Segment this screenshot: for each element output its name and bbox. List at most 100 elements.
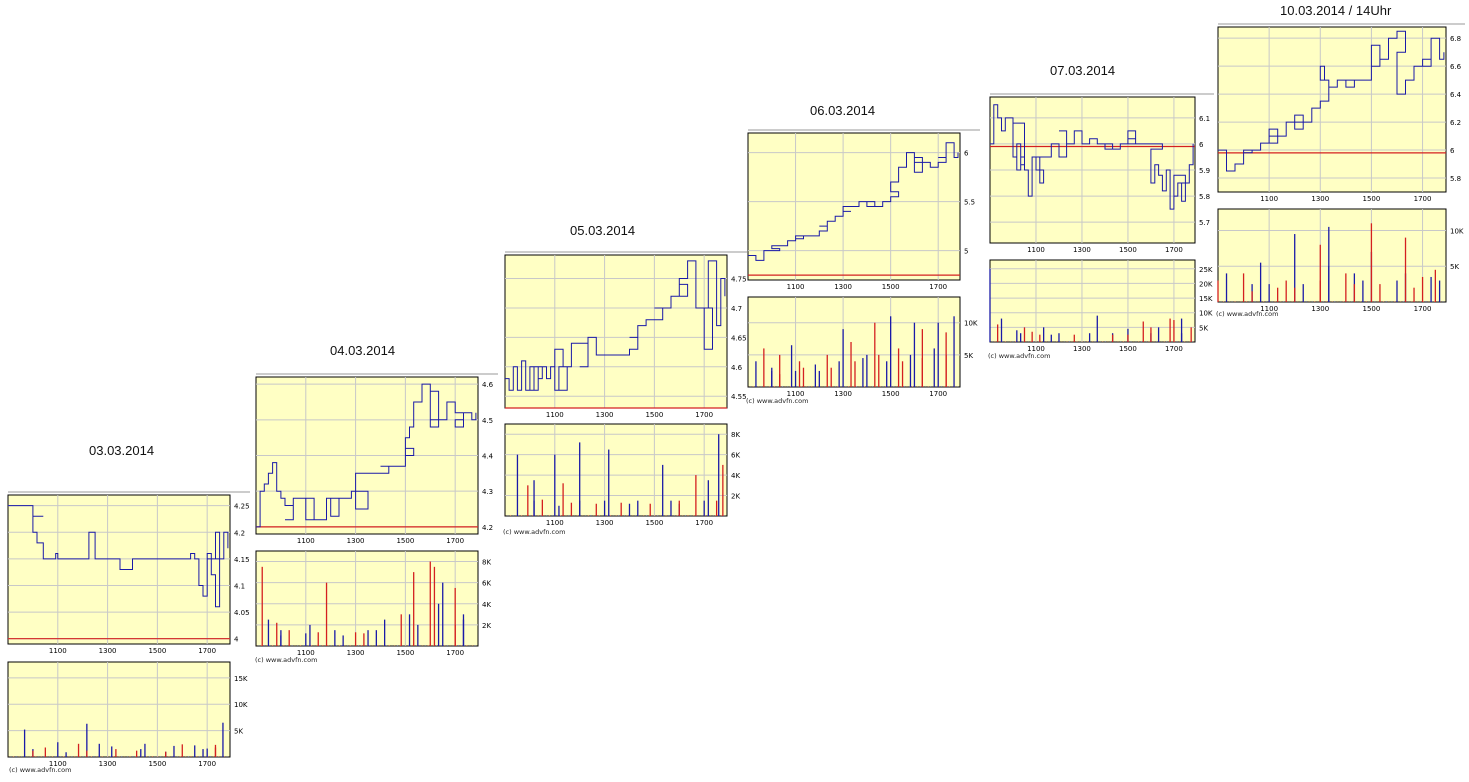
chart-credit: (c) www.advfn.com [988,352,1051,360]
x-tick-label: 1700 [1165,345,1183,353]
x-tick-label: 1700 [1414,305,1432,312]
volume-gridlines [8,662,230,757]
x-tick-label: 1100 [1027,246,1045,254]
x-tick-label: 1300 [834,390,852,398]
y-tick-label: 6 [1450,147,1455,155]
y-tick-label: 4 [234,636,239,644]
y-tick-label: 4.65 [731,334,747,342]
volume-tick-label: 25K [1199,266,1213,274]
volume-tick-label: 10K [234,701,248,709]
x-tick-label: 1300 [596,519,614,527]
y-tick-label: 4.3 [482,488,493,496]
volume-tick-label: 4K [482,601,491,609]
volume-tick-label: 5K [1199,324,1208,332]
price-gridlines [505,255,727,408]
chart-credit: (c) www.advfn.com [1216,310,1279,318]
price-volume-chart: 5 5.5 6 1100 1300 1500 1700 5K 10K 1100 1300 1500 17… [747,129,980,398]
y-tick-label: 4.1 [234,582,245,590]
price-volume-chart: 5.8 6 6.2 6.4 6.6 6.8 1100 1300 1500 1700 5K 10K 110… [1217,23,1465,312]
volume-plot-area [255,550,479,647]
volume-tick-label: 15K [1199,295,1213,303]
x-tick-label: 1700 [1165,246,1183,254]
price-volume-chart: 5.7 5.8 5.9 6 6.1 1100 1300 1500 1700 5K 10K 15K 20K… [989,93,1214,353]
chart-credit: (c) www.advfn.com [746,397,809,405]
x-tick-label: 1300 [99,760,117,768]
y-tick-label: 4.6 [731,364,743,372]
y-tick-label: 6.6 [1450,63,1462,71]
volume-tick-label: 4K [731,472,740,480]
x-tick-label: 1300 [99,647,117,655]
chart-credit: (c) www.advfn.com [255,656,318,664]
x-tick-label: 1500 [1119,345,1137,353]
x-tick-label: 1100 [297,649,315,657]
x-tick-label: 1300 [347,649,365,657]
y-tick-label: 5 [964,248,968,256]
y-tick-label: 5.9 [1199,167,1210,175]
price-series-line [990,104,1194,210]
y-tick-label: 4.5 [482,417,493,425]
price-gridlines [1218,27,1446,192]
x-tick-label: 1100 [787,283,805,291]
y-tick-label: 5.5 [964,199,975,207]
y-tick-label: 4.75 [731,276,747,284]
x-tick-label: 1700 [695,519,713,527]
x-tick-label: 1700 [198,760,216,768]
price-volume-chart: 4.55 4.6 4.65 4.7 4.75 1100 1300 1500 1700 2K 4K 6K… [504,251,747,527]
x-tick-label: 1700 [929,390,947,398]
x-tick-label: 1500 [645,519,663,527]
x-tick-label: 1300 [1311,195,1329,203]
x-tick-label: 1300 [1311,305,1329,312]
x-tick-label: 1700 [695,411,713,419]
chart-date-title: 03.03.2014 [89,443,155,458]
chart-date-title: 05.03.2014 [570,223,636,238]
volume-tick-label: 6K [731,452,740,460]
volume-tick-label: 5K [964,352,973,360]
x-tick-label: 1500 [396,649,414,657]
x-tick-label: 1100 [1260,305,1278,312]
y-tick-label: 4.4 [482,453,494,461]
volume-tick-label: 2K [731,493,740,501]
x-tick-label: 1500 [882,283,900,291]
price-series-line [505,260,726,391]
chart-date-title: 07.03.2014 [1050,63,1116,78]
x-tick-label: 1700 [446,649,464,657]
x-tick-label: 1500 [1363,305,1381,312]
price-series-line [256,383,477,528]
x-tick-label: 1300 [834,283,852,291]
volume-tick-label: 6K [482,580,491,588]
y-tick-label: 6.8 [1450,35,1461,43]
x-tick-label: 1100 [1027,345,1045,353]
volume-plot-area [504,423,728,517]
chart-date-title: 06.03.2014 [810,103,876,118]
price-volume-chart: 4.2 4.3 4.4 4.5 4.6 1100 1300 1500 1700 2K 4K 6K 8K 1… [255,373,498,657]
y-tick-label: 6.4 [1450,91,1462,99]
chart-credit: (c) www.advfn.com [9,766,72,774]
chart-credit: (c) www.advfn.com [503,528,566,536]
volume-tick-label: 8K [482,559,491,567]
x-tick-label: 1700 [198,647,216,655]
x-tick-label: 1500 [148,647,166,655]
volume-tick-label: 10K [964,320,978,328]
x-tick-label: 1500 [1363,195,1381,203]
price-gridlines [990,97,1195,243]
y-tick-label: 5.8 [1450,175,1461,183]
volume-tick-label: 8K [731,431,740,439]
x-tick-label: 1300 [347,537,365,545]
y-tick-label: 6.2 [1450,119,1461,127]
x-tick-label: 1100 [49,760,67,768]
x-tick-label: 1100 [787,390,805,398]
x-tick-label: 1300 [1073,345,1091,353]
price-volume-chart: 4 4.05 4.1 4.15 4.2 4.25 1100 1300 1500 1700 5K 10K… [7,491,250,768]
x-tick-label: 1100 [546,519,564,527]
x-tick-label: 1700 [1414,195,1432,203]
price-plot-area [504,254,728,409]
price-plot-area [1217,26,1447,193]
volume-plot-area [989,259,1196,343]
volume-plot-area [1217,208,1447,303]
y-tick-label: 4.05 [234,609,250,617]
y-tick-label: 6.1 [1199,115,1210,123]
volume-tick-label: 10K [1450,227,1464,235]
x-tick-label: 1500 [396,537,414,545]
x-tick-label: 1100 [49,647,67,655]
x-tick-label: 1100 [1260,195,1278,203]
